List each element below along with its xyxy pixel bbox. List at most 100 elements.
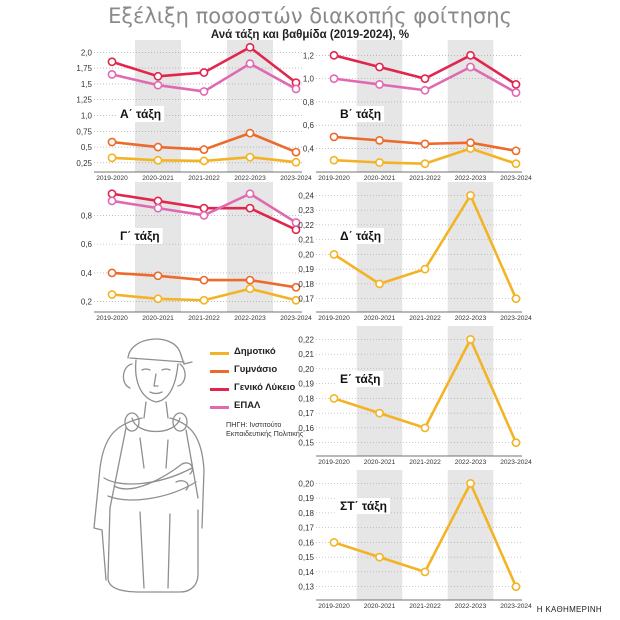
chart-panel-2: 0,4 0,6 0,8 1,0 1,2 2019-2020 2020-2021 2021-20…: [303, 40, 532, 182]
data-point: [199, 210, 209, 220]
shaded-band: [447, 326, 494, 456]
data-point: [375, 408, 384, 418]
data-point: [511, 88, 521, 98]
panel-label-bg: [337, 106, 385, 122]
x-tick-label: 2022-2023: [234, 315, 266, 322]
data-point: [199, 87, 209, 96]
data-point: [329, 537, 339, 547]
y-tick-label: 1,25: [76, 96, 92, 105]
x-tick-label: 2020-2021: [364, 175, 396, 182]
legend-label: Γυμνάσιο: [234, 364, 278, 375]
x-tick-label: 2022-2023: [455, 175, 487, 182]
y-tick-label: 0,17: [298, 409, 314, 418]
legend-swatch: [210, 388, 229, 391]
y-tick-label: 0,17: [298, 295, 314, 304]
chart-panel-6: 0,13 0,14 0,15 0,16 0,17 0,18 0,19 0,20 2019-202…: [298, 470, 532, 610]
data-point: [245, 203, 255, 213]
panel-label: Ε΄ τάξη: [340, 372, 380, 386]
data-point: [511, 582, 521, 592]
data-point: [375, 135, 384, 145]
data-point: [375, 158, 384, 167]
data-point: [375, 279, 384, 289]
data-point: [199, 295, 209, 305]
x-tick-label: 2022-2023: [455, 603, 487, 610]
panel-label: Γ΄ τάξη: [120, 229, 160, 243]
x-tick-label: 2022-2023: [455, 315, 487, 322]
data-point: [420, 74, 430, 84]
data-point: [153, 271, 163, 281]
panel-label: Β΄ τάξη: [340, 107, 381, 121]
y-tick-label: 0,19: [298, 494, 314, 503]
y-tick-label: 0,21: [298, 236, 314, 245]
data-point: [107, 153, 117, 163]
data-point: [199, 156, 209, 166]
y-tick-label: 0,18: [298, 280, 314, 289]
y-tick-label: 0,18: [298, 394, 314, 403]
y-tick-label: 0,13: [298, 583, 314, 592]
y-tick-label: 0,4: [81, 269, 93, 278]
y-tick-label: 0,19: [298, 265, 314, 274]
data-point: [420, 423, 430, 433]
data-point: [245, 128, 255, 138]
x-tick-label: 2023-2024: [500, 603, 532, 610]
y-tick-label: 0,4: [303, 145, 315, 154]
x-tick-label: 2021-2022: [188, 175, 220, 182]
y-tick-label: 0,5: [81, 143, 93, 152]
x-tick-label: 2021-2022: [409, 175, 441, 182]
data-point: [511, 438, 521, 448]
data-point: [511, 80, 521, 89]
data-point: [466, 334, 475, 344]
data-point: [245, 275, 255, 285]
y-tick-label: 0,6: [81, 240, 93, 249]
y-tick-label: 1,75: [76, 64, 92, 73]
y-tick-label: 2,0: [81, 48, 93, 57]
data-point: [291, 84, 301, 94]
panel-label-bg: [117, 106, 165, 122]
shaded-band: [447, 470, 494, 600]
panel-label-bg: [337, 228, 385, 244]
data-point: [153, 80, 163, 90]
data-point: [466, 138, 475, 148]
data-point: [420, 159, 430, 169]
legend-label: Δημοτικό: [234, 346, 276, 357]
y-tick-label: 0,17: [298, 524, 314, 533]
data-point: [199, 275, 209, 285]
y-tick-label: 0,19: [298, 380, 314, 389]
y-tick-label: 0,22: [298, 335, 314, 344]
data-point: [245, 42, 255, 52]
data-point: [245, 284, 255, 294]
y-tick-label: 0,24: [298, 191, 314, 200]
x-tick-label: 2019-2020: [318, 175, 350, 182]
data-point: [466, 62, 475, 72]
y-tick-label: 0,8: [303, 98, 315, 107]
x-tick-label: 2021-2022: [409, 459, 441, 466]
data-point: [107, 70, 117, 79]
data-point: [375, 62, 384, 72]
data-point: [199, 203, 209, 213]
y-tick-label: 0,75: [76, 127, 92, 136]
x-tick-label: 2022-2023: [455, 459, 487, 466]
y-tick-label: 0,20: [298, 479, 314, 488]
data-point: [420, 567, 430, 577]
data-point: [511, 294, 521, 304]
chart-panel-4: 0,17 0,18 0,19 0,20 0,21 0,22 0,23 0,24 2019-202…: [298, 182, 532, 322]
y-tick-label: 0,20: [298, 250, 314, 259]
y-tick-label: 0,20: [298, 365, 314, 374]
chart-title: Εξέλιξη ποσοστών διακοπής φοίτησης: [108, 4, 512, 28]
y-tick-label: 0,8: [81, 211, 93, 220]
x-tick-label: 2020-2021: [142, 315, 174, 322]
data-point: [291, 282, 301, 292]
y-tick-label: 0,21: [298, 350, 314, 359]
data-point: [291, 147, 301, 157]
y-tick-label: 0,16: [298, 538, 314, 547]
x-tick-label: 2020-2021: [142, 175, 174, 182]
data-point: [329, 132, 339, 142]
data-point: [511, 159, 521, 169]
legend-label: ΕΠΑΛ: [234, 400, 261, 411]
data-point: [107, 137, 117, 147]
x-tick-label: 2022-2023: [234, 175, 266, 182]
x-tick-label: 2019-2020: [318, 459, 350, 466]
y-tick-label: 0,15: [298, 553, 314, 562]
x-tick-label: 2019-2020: [96, 315, 128, 322]
data-point: [329, 155, 339, 165]
